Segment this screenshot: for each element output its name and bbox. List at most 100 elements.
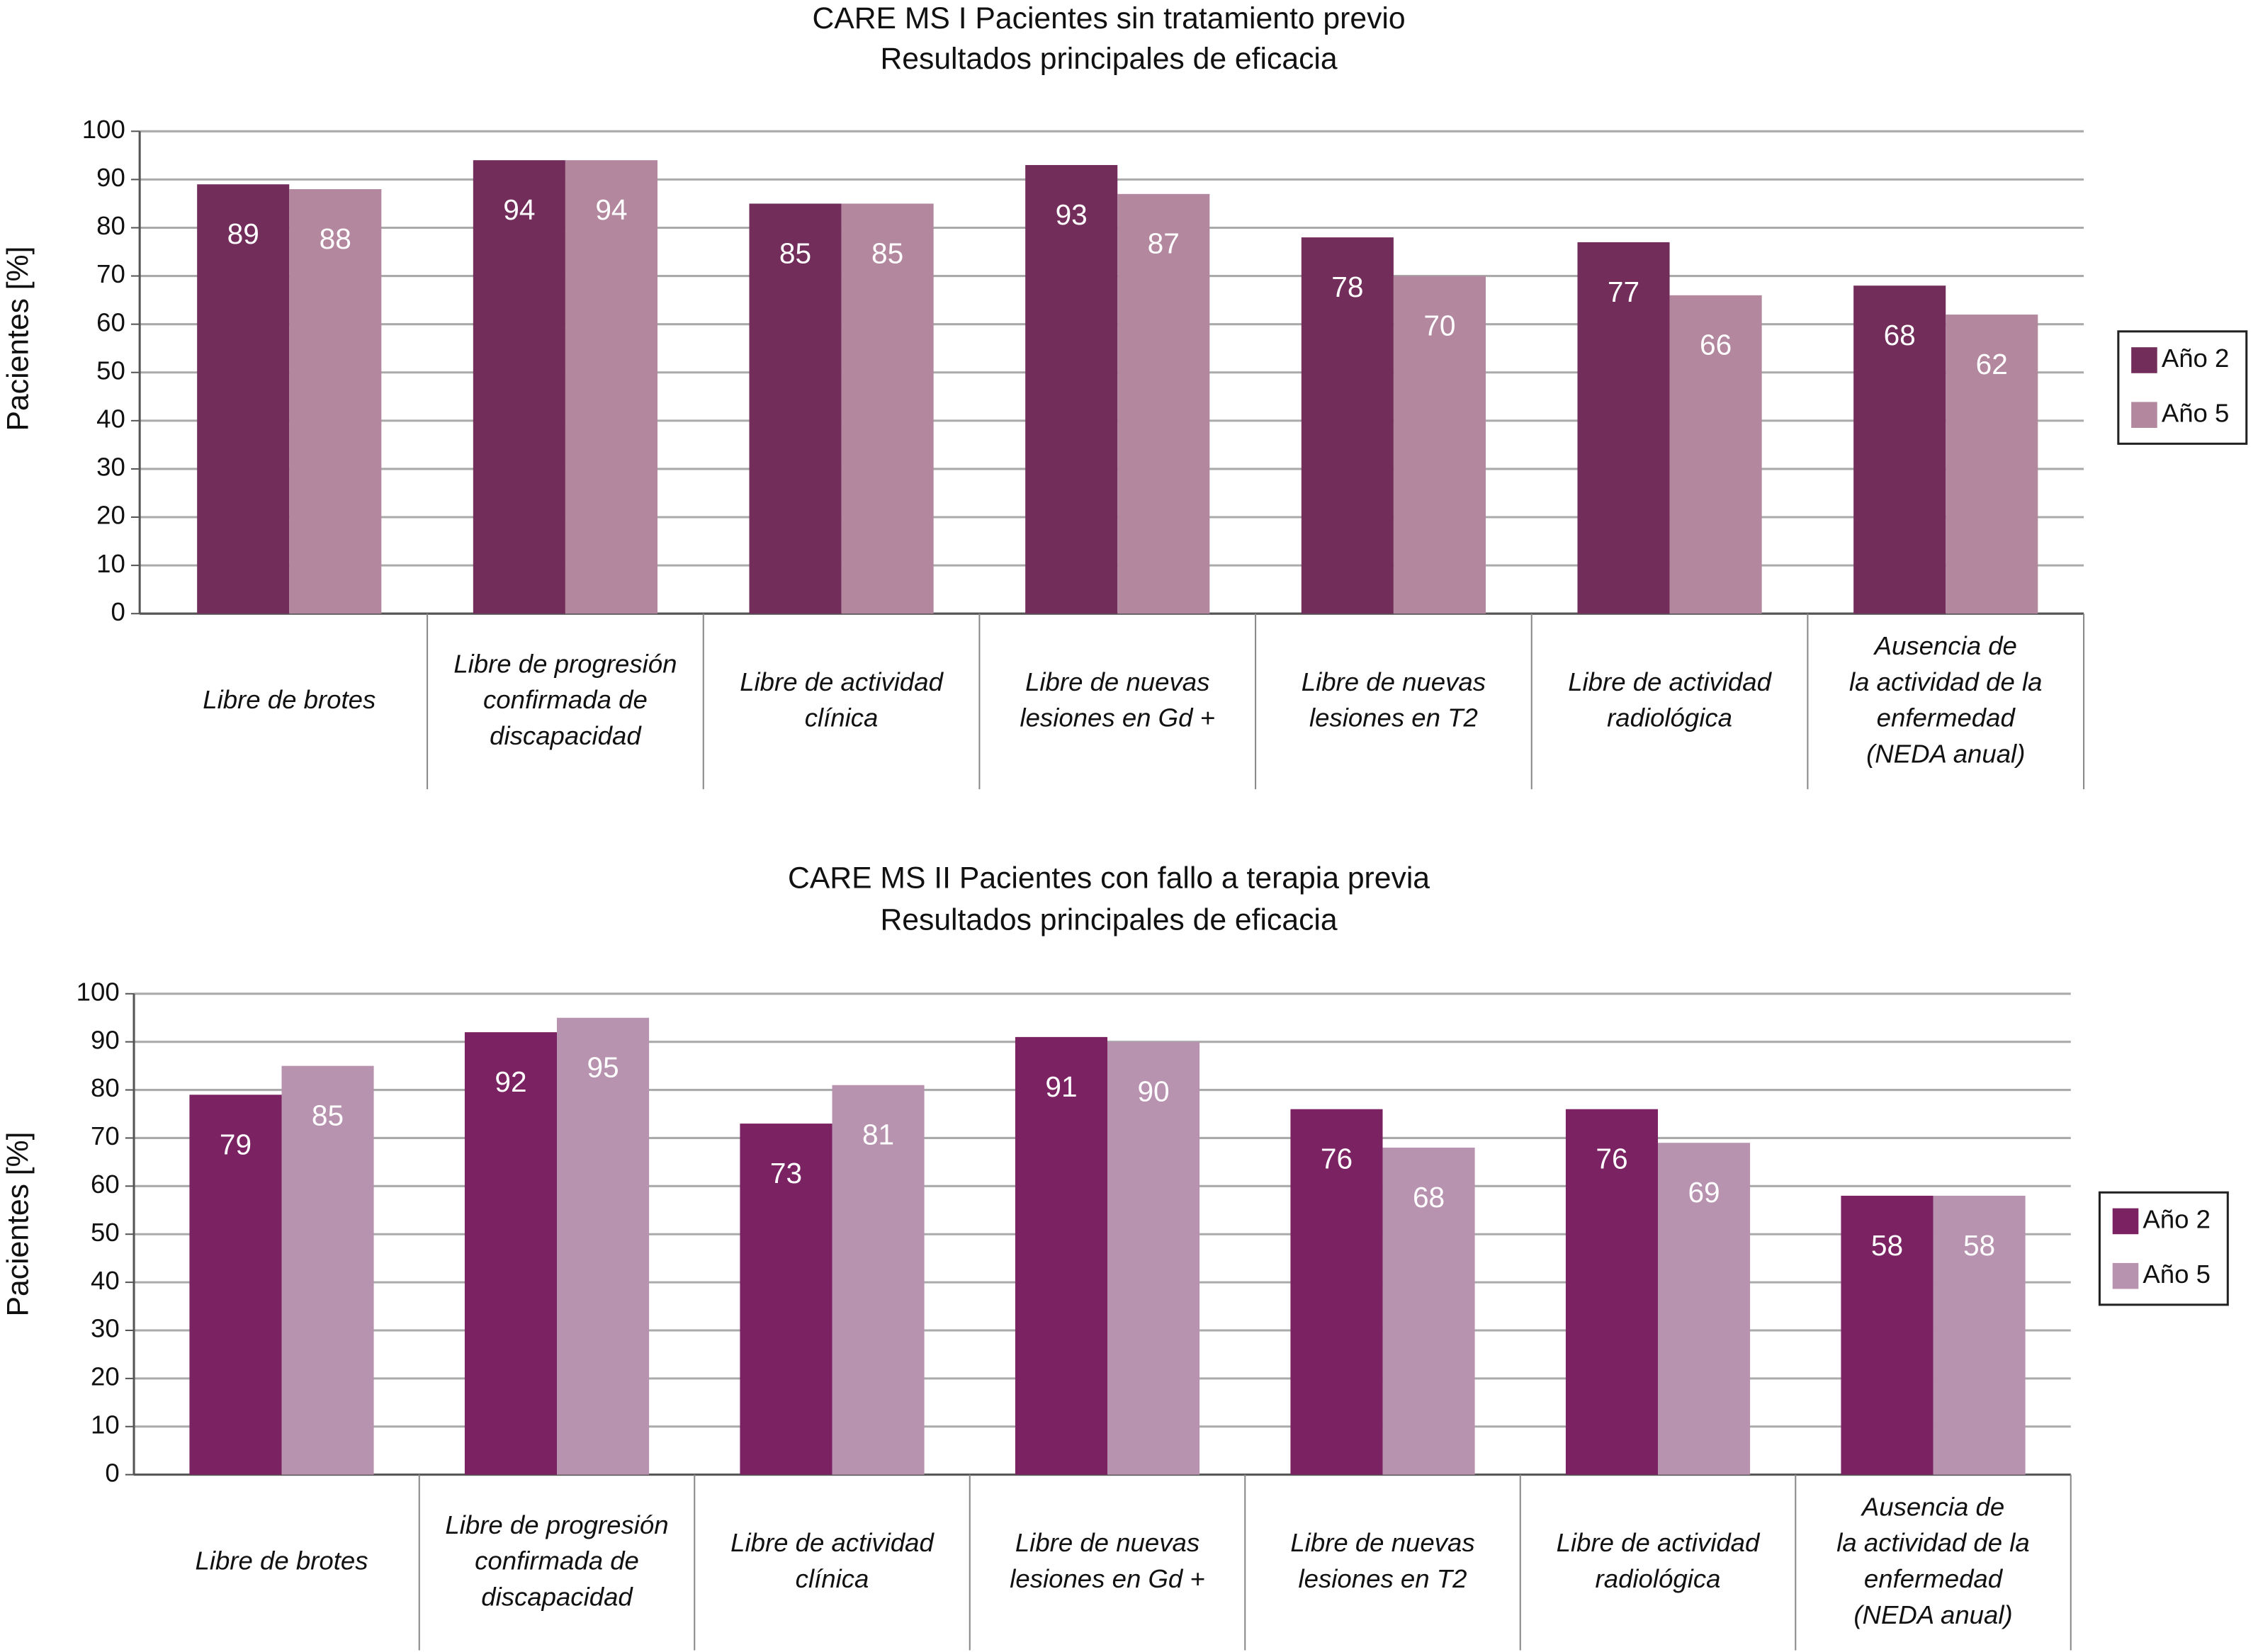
legend-label: Año 5 <box>2143 1260 2211 1289</box>
y-axis-label: Pacientes [%] <box>1 1132 35 1317</box>
chart-title: CARE MS I Pacientes sin tratamiento prev… <box>812 1 1405 35</box>
legend-label: Año 5 <box>2162 398 2230 427</box>
bar <box>1290 1109 1383 1475</box>
chart-subtitle: Resultados principales de eficacia <box>880 903 1337 937</box>
y-tick-label: 50 <box>96 356 125 385</box>
value-label: 95 <box>587 1051 619 1084</box>
x-tick-label: Libre de actividad radiológica <box>1568 667 1772 732</box>
bar <box>1658 1143 1751 1475</box>
value-label: 85 <box>779 237 811 269</box>
y-tick-label: 90 <box>91 1025 120 1054</box>
value-label: 68 <box>1884 319 1916 351</box>
chart-subtitle: Resultados principales de eficacia <box>880 42 1337 76</box>
y-tick-label: 80 <box>96 211 125 240</box>
y-tick-label: 10 <box>91 1410 120 1439</box>
value-label: 58 <box>1963 1229 1995 1262</box>
y-tick-label: 80 <box>91 1073 120 1102</box>
bar <box>1933 1195 2026 1475</box>
x-tick-label: Libre de brotes <box>203 685 376 714</box>
bar <box>740 1124 832 1475</box>
y-tick-label: 90 <box>96 163 125 192</box>
bar <box>1946 315 2038 614</box>
y-tick-label: 100 <box>82 115 125 144</box>
value-label: 69 <box>1688 1176 1720 1209</box>
x-tick-label: Libre de nuevas lesiones en T2 <box>1290 1528 1474 1593</box>
y-tick-label: 50 <box>91 1218 120 1247</box>
bar <box>1853 285 1946 614</box>
y-tick-label: 40 <box>91 1266 120 1295</box>
bar <box>1577 242 1670 614</box>
y-axis-label: Pacientes [%] <box>1 247 35 431</box>
y-tick-label: 20 <box>96 501 125 530</box>
value-label: 79 <box>220 1128 252 1160</box>
y-tick-label: 30 <box>91 1314 120 1343</box>
bar <box>189 1094 282 1475</box>
value-label: 81 <box>862 1119 894 1151</box>
value-label: 89 <box>227 217 259 250</box>
value-label: 76 <box>1321 1143 1353 1175</box>
x-tick-label: Libre de nuevas lesiones en Gd + <box>1010 1528 1205 1593</box>
legend-swatch <box>2131 347 2157 373</box>
bar <box>1565 1109 1659 1475</box>
value-label: 78 <box>1331 271 1363 303</box>
legend-swatch <box>2131 402 2157 429</box>
y-tick-label: 30 <box>96 453 125 482</box>
value-label: 91 <box>1045 1070 1077 1103</box>
bar <box>1025 164 1118 614</box>
y-tick-label: 60 <box>96 307 125 336</box>
bar <box>1301 237 1394 614</box>
legend-swatch <box>2112 1262 2139 1289</box>
bar <box>281 1065 374 1475</box>
value-label: 90 <box>1137 1075 1169 1108</box>
value-label: 87 <box>1148 227 1180 260</box>
value-label: 68 <box>1413 1181 1445 1213</box>
chart-title: CARE MS II Pacientes con fallo a terapia… <box>788 861 1430 895</box>
value-label: 62 <box>1976 348 2008 380</box>
y-tick-label: 100 <box>77 977 120 1006</box>
bar <box>1382 1148 1475 1475</box>
value-label: 76 <box>1596 1143 1627 1175</box>
bar <box>1015 1036 1108 1475</box>
value-label: 94 <box>595 193 627 226</box>
bar <box>289 189 382 614</box>
value-label: 94 <box>503 193 535 226</box>
value-label: 73 <box>770 1157 802 1189</box>
y-tick-label: 20 <box>91 1362 120 1391</box>
bar <box>464 1032 558 1475</box>
bar <box>197 184 290 614</box>
value-label: 85 <box>312 1099 344 1132</box>
y-tick-label: 0 <box>105 1458 119 1487</box>
y-tick-label: 70 <box>91 1121 120 1150</box>
x-tick-label: Libre de actividad clínica <box>740 667 944 732</box>
y-tick-label: 10 <box>96 549 125 578</box>
value-label: 58 <box>1871 1229 1903 1262</box>
bar <box>1393 276 1486 614</box>
bar <box>749 203 842 614</box>
x-tick-label: Ausencia de la actividad de la enfermedad(… <box>1836 1492 2029 1629</box>
bar <box>473 160 565 614</box>
bar <box>557 1017 650 1475</box>
value-label: 70 <box>1423 309 1455 341</box>
bar <box>1841 1195 1934 1475</box>
value-label: 92 <box>495 1065 526 1098</box>
bar <box>1117 193 1210 614</box>
y-tick-label: 70 <box>96 259 125 288</box>
bar <box>1669 295 1762 614</box>
y-tick-label: 0 <box>111 597 125 626</box>
y-tick-label: 60 <box>91 1170 120 1199</box>
bar <box>1107 1041 1200 1475</box>
value-label: 85 <box>871 237 903 269</box>
x-tick-label: Libre de actividad radiológica <box>1557 1528 1761 1593</box>
legend-swatch <box>2112 1208 2139 1235</box>
value-label: 93 <box>1056 198 1088 231</box>
x-tick-label: Ausencia de la actividad de la enfermedad(… <box>1849 631 2042 768</box>
x-tick-label: Libre de nuevas lesiones en T2 <box>1302 667 1486 732</box>
bar <box>841 203 934 614</box>
x-tick-label: Libre de nuevas lesiones en Gd + <box>1020 667 1215 732</box>
x-tick-label: Libre de progresión confirmada de discapac… <box>453 649 677 750</box>
y-tick-label: 40 <box>96 404 125 434</box>
legend-label: Año 2 <box>2143 1205 2211 1234</box>
x-tick-label: Libre de actividad clínica <box>730 1528 935 1593</box>
